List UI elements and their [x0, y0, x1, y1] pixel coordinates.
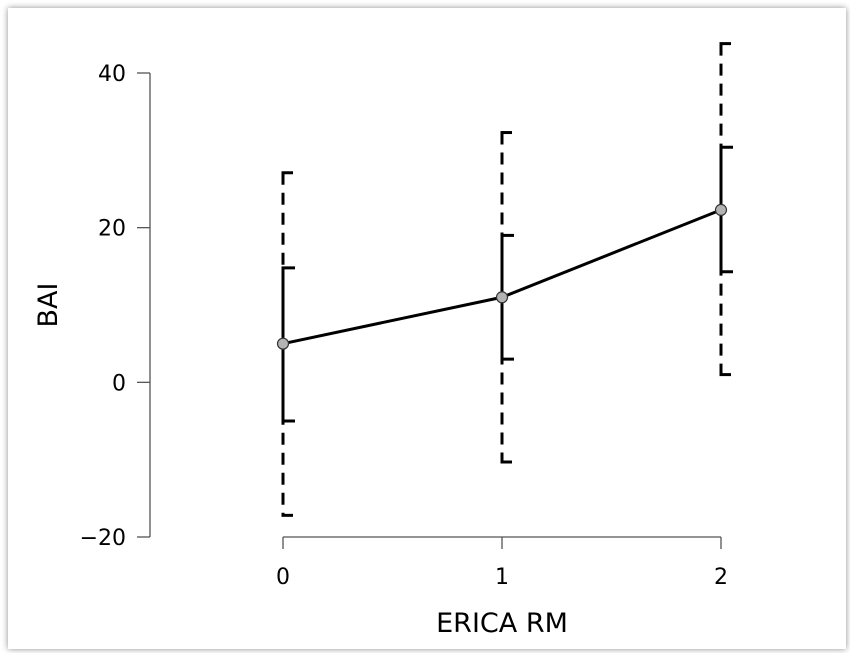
y-tick-label: 40 — [98, 62, 126, 87]
x-tick-label: 0 — [276, 565, 290, 590]
y-tick-label: 20 — [98, 217, 126, 242]
x-tick-label: 2 — [714, 565, 728, 590]
x-axis-title: ERICA RM — [436, 608, 568, 639]
mean-points — [276, 203, 728, 350]
mean-point — [714, 203, 728, 216]
inner-error-bars — [281, 145, 733, 423]
outer-error-bars — [281, 42, 731, 517]
mean-point — [276, 337, 290, 350]
chart-frame — [8, 8, 846, 649]
y-tick-label: 0 — [112, 371, 126, 396]
axes: 40 20 0 −20 0 1 2 — [80, 62, 728, 590]
x-ticks: 0 1 2 — [276, 537, 728, 590]
mean-point — [495, 291, 509, 304]
y-tick-label: −20 — [80, 526, 126, 551]
y-axis-title: BAI — [33, 283, 64, 328]
y-ticks: 40 20 0 −20 — [80, 62, 150, 551]
x-tick-label: 1 — [495, 565, 509, 590]
